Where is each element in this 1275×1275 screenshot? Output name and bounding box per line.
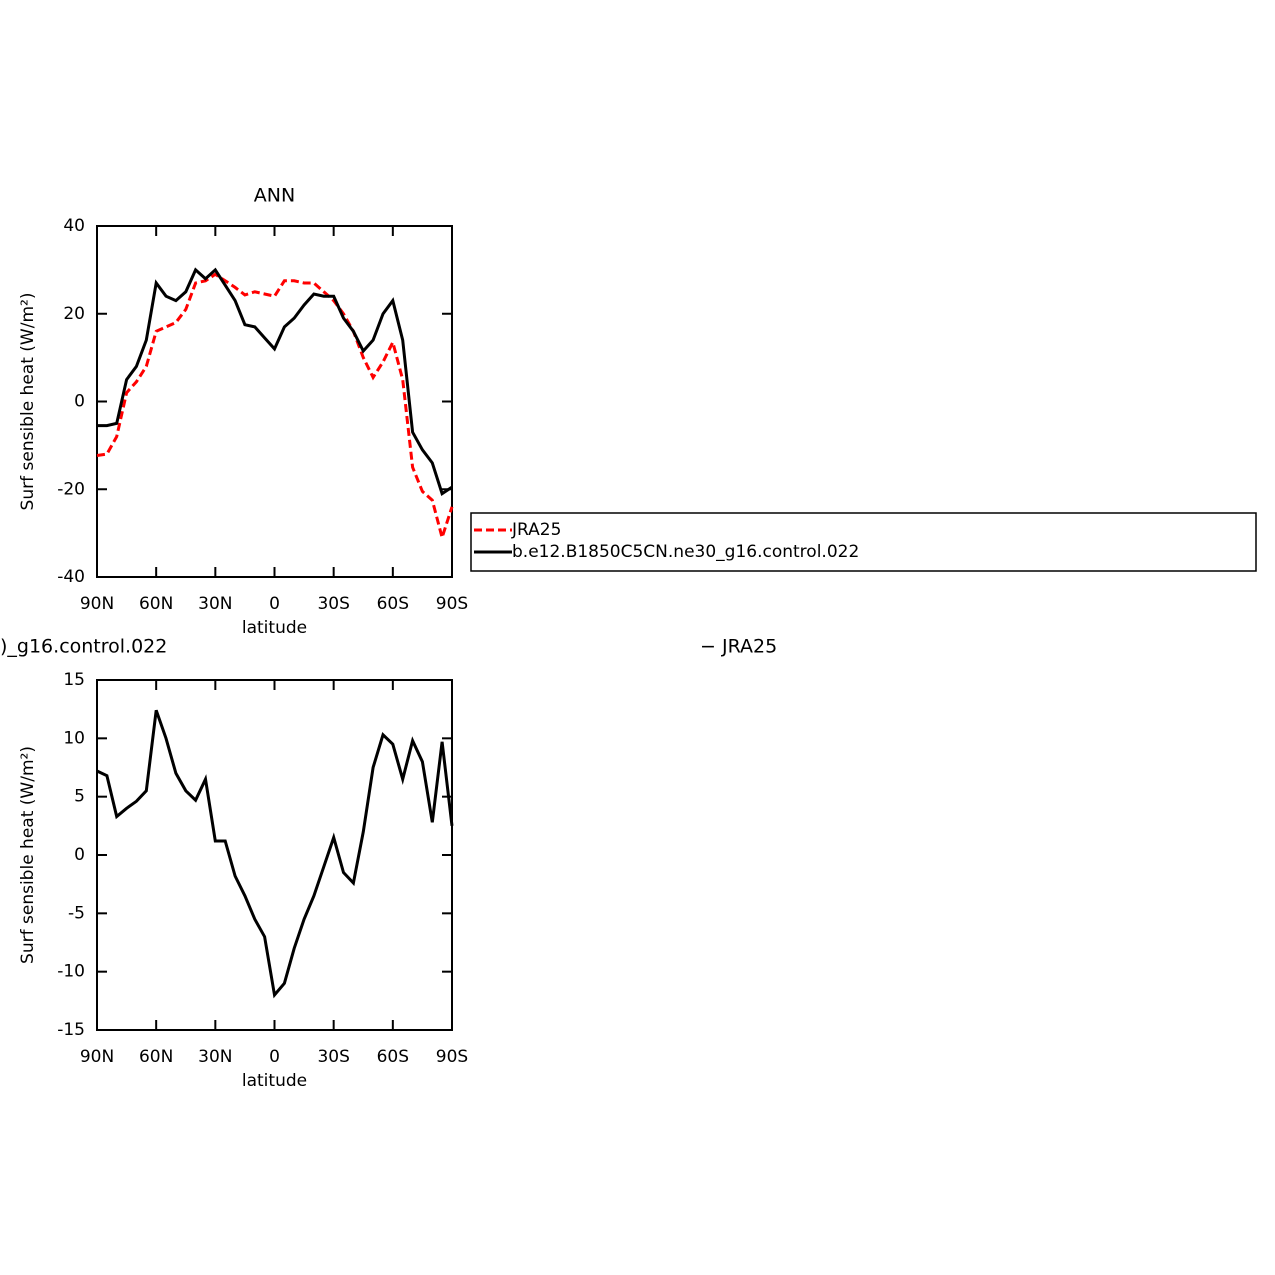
chart-title-right: − JRA25: [700, 636, 777, 658]
x-axis-label: latitude: [242, 1071, 307, 1091]
y-tick-label: -20: [57, 479, 85, 499]
series-line: [97, 267, 453, 496]
x-tick-label: 60N: [139, 1047, 173, 1067]
legend-box: [470, 512, 1257, 572]
x-tick-label: 30N: [198, 594, 232, 614]
chart-title: ANN: [254, 185, 295, 207]
x-tick-label: 60S: [377, 594, 409, 614]
series-line: [96, 709, 454, 999]
x-tick-label: 60N: [139, 594, 173, 614]
plot-frame: [96, 225, 453, 578]
x-tick-label: 0: [269, 1047, 280, 1067]
x-tick-label: 0: [269, 594, 280, 614]
x-tick-label: 90N: [80, 1047, 114, 1067]
y-axis-label: Surf sensible heat (W/m²): [18, 746, 38, 964]
y-tick-label: -15: [57, 1020, 85, 1040]
x-tick-label: 30S: [317, 1047, 349, 1067]
x-tick-label: 30S: [317, 594, 349, 614]
x-tick-label: 90S: [436, 1047, 468, 1067]
x-tick-label: 30N: [198, 1047, 232, 1067]
x-tick-label: 60S: [377, 1047, 409, 1067]
y-tick-label: 20: [63, 304, 85, 324]
legend-label: b.e12.B1850C5CN.ne30_g16.control.022: [512, 542, 859, 562]
y-tick-label: 10: [63, 728, 85, 748]
y-tick-label: 15: [63, 670, 85, 690]
y-axis-label: Surf sensible heat (W/m²): [18, 293, 38, 511]
plot-frame: [96, 679, 453, 1031]
x-axis-label: latitude: [242, 618, 307, 638]
chart-title-left: )_g16.control.022: [0, 636, 167, 658]
series-line: [96, 272, 454, 543]
y-tick-label: 0: [74, 845, 85, 865]
x-tick-label: 90S: [436, 594, 468, 614]
x-tick-label: 90N: [80, 594, 114, 614]
y-tick-label: 40: [63, 216, 85, 236]
y-tick-label: -5: [68, 903, 85, 923]
y-tick-label: 5: [74, 787, 85, 807]
y-tick-label: -40: [57, 567, 85, 587]
y-tick-label: -10: [57, 962, 85, 982]
y-tick-label: 0: [74, 392, 85, 412]
legend-label: JRA25: [511, 520, 561, 540]
